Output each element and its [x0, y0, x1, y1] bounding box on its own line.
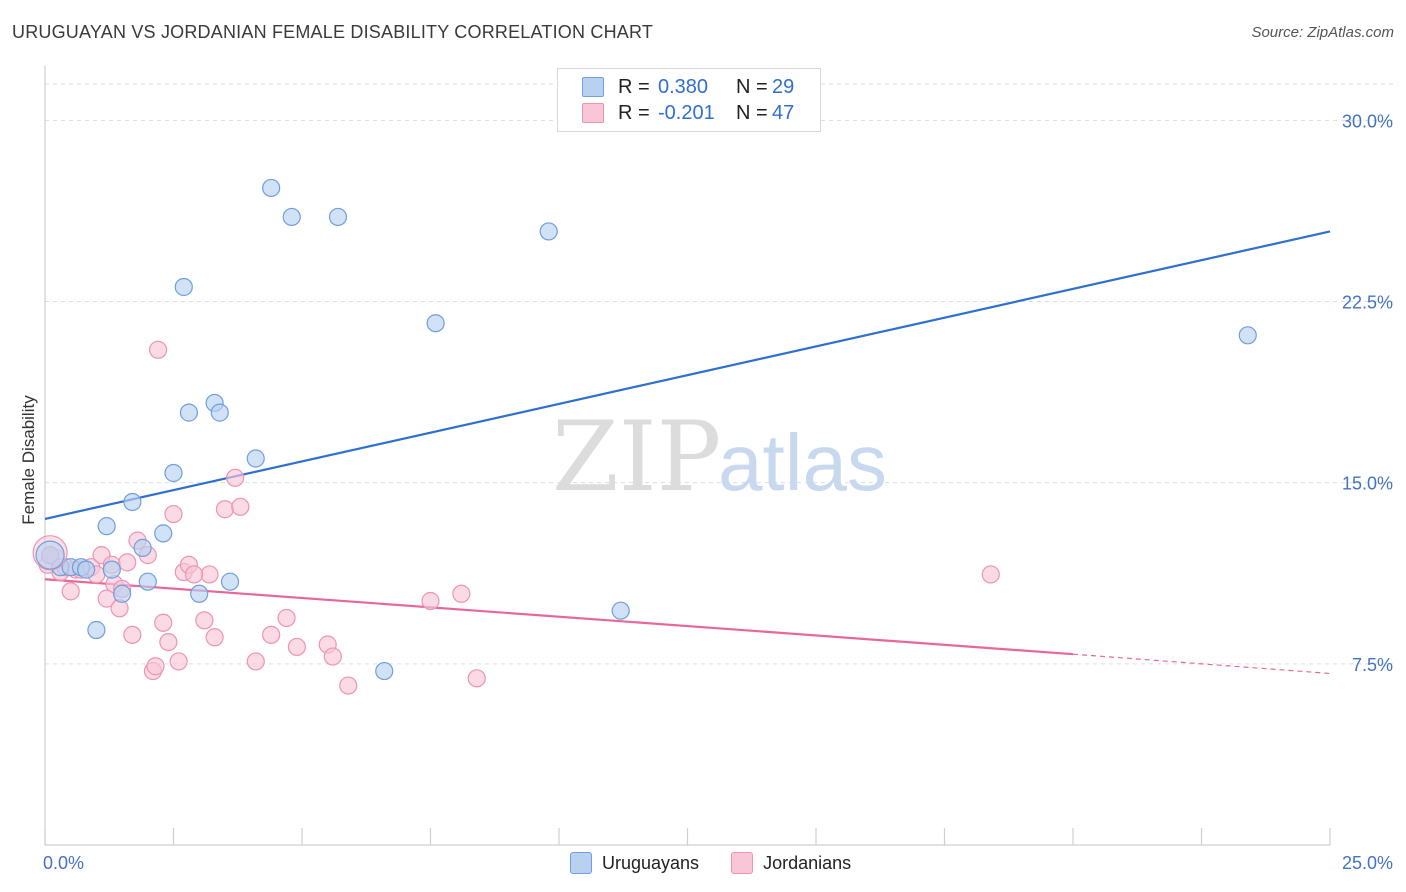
point-jordanians: [123, 625, 142, 644]
legend-row-uruguayans: R = 0.380 N = 29: [582, 75, 794, 99]
legend-r-value: 0.380: [658, 75, 709, 98]
legend-label-uruguayans: Uruguayans: [602, 852, 700, 873]
trend-line-jordanians: [44, 578, 1074, 656]
x-tick-label: 25.0%: [1342, 853, 1393, 873]
point-jordanians: [205, 628, 224, 647]
point-uruguayans: [97, 517, 116, 536]
point-jordanians: [323, 647, 342, 666]
point-jordanians: [452, 584, 471, 603]
legend-swatch-blue: [582, 77, 604, 97]
point-uruguayans: [102, 560, 121, 579]
point-jordanians: [148, 340, 168, 359]
point-jordanians: [262, 625, 281, 644]
point-jordanians: [154, 613, 173, 632]
point-uruguayans: [328, 207, 348, 227]
point-uruguayans: [1238, 326, 1257, 345]
x-tick-labels: 0.0% 25.0%: [43, 853, 1393, 873]
y-tick-label: 7.5%: [1352, 655, 1393, 675]
point-jordanians: [164, 504, 183, 524]
point-jordanians: [61, 582, 80, 601]
point-jordanians: [421, 591, 440, 611]
series-legend: Uruguayans Jordanians: [570, 852, 883, 874]
point-uruguayans: [539, 222, 558, 241]
point-jordanians: [277, 608, 296, 628]
trend-lines: [44, 230, 1331, 675]
point-uruguayans: [611, 601, 630, 620]
point-jordanians: [467, 669, 486, 688]
legend-item-jordanians: Jordanians: [731, 852, 851, 874]
point-jordanians: [287, 637, 306, 657]
point-uruguayans: [138, 572, 157, 591]
legend-swatch-pink: [731, 852, 754, 874]
y-tick-label: 30.0%: [1342, 111, 1393, 131]
source-label: Source: ZipAtlas.com: [1251, 24, 1394, 41]
point-uruguayans: [282, 207, 301, 227]
stats-legend: R = 0.380 N = 29 R = -0.201 N = 47: [557, 68, 821, 132]
point-uruguayans: [77, 560, 96, 579]
legend-row-jordanians: R = -0.201 N = 47: [582, 101, 794, 125]
point-uruguayans: [246, 449, 265, 468]
y-tick-label: 15.0%: [1342, 474, 1393, 494]
point-cluster-uruguayans: [35, 540, 65, 570]
point-uruguayans: [190, 584, 209, 603]
point-jordanians: [200, 565, 219, 584]
point-uruguayans: [123, 492, 142, 512]
point-uruguayans: [426, 314, 445, 333]
grid-lines: [45, 83, 1394, 665]
point-uruguayans: [375, 661, 394, 681]
point-jordanians: [159, 632, 178, 652]
trend-line-uruguayans: [44, 230, 1331, 520]
point-uruguayans: [112, 584, 132, 603]
point-uruguayans: [87, 620, 106, 640]
legend-r-label: R =: [618, 75, 650, 98]
point-jordanians: [118, 553, 137, 572]
point-jordanians: [169, 652, 188, 671]
point-uruguayans: [133, 538, 152, 557]
legend-label-jordanians: Jordanians: [763, 852, 852, 873]
point-uruguayans: [262, 178, 281, 198]
legend-n-label: N =: [736, 101, 768, 124]
legend-swatch-pink: [582, 103, 604, 123]
trend-line-jordanians-extrapolated: [1072, 653, 1331, 675]
legend-r-label: R =: [618, 101, 650, 124]
point-jordanians: [146, 657, 165, 676]
point-uruguayans: [154, 524, 173, 543]
point-uruguayans: [210, 403, 229, 422]
y-tick-labels: 7.5% 15.0% 22.5% 30.0%: [1342, 111, 1393, 675]
x-tick-label: 0.0%: [43, 853, 84, 873]
legend-item-uruguayans: Uruguayans: [570, 852, 699, 874]
point-uruguayans: [174, 277, 193, 297]
point-jordanians: [195, 611, 214, 630]
point-uruguayans: [220, 572, 240, 591]
watermark-atlas: atlas: [718, 418, 887, 507]
legend-n-label: N =: [736, 75, 768, 98]
legend-n-value: 47: [772, 101, 795, 124]
point-jordanians: [981, 565, 1000, 584]
point-uruguayans: [164, 463, 183, 483]
axes: [44, 66, 1331, 846]
point-uruguayans: [179, 403, 199, 422]
legend-swatch-blue: [570, 852, 592, 874]
point-jordanians: [215, 500, 234, 519]
legend-r-value: -0.201: [658, 101, 715, 124]
watermark: ZIP atlas: [552, 401, 887, 513]
point-jordanians: [339, 676, 358, 695]
point-jordanians: [231, 497, 250, 516]
watermark-zip: ZIP: [552, 401, 721, 513]
y-tick-label: 22.5%: [1342, 292, 1393, 312]
point-jordanians: [226, 468, 245, 487]
data-points: [32, 178, 1257, 695]
chart-title: URUGUAYAN VS JORDANIAN FEMALE DISABILITY…: [12, 22, 654, 42]
legend-n-value: 29: [772, 75, 795, 98]
point-jordanians: [246, 652, 265, 671]
point-jordanians: [184, 565, 204, 584]
y-axis-label: Female Disability: [19, 395, 38, 525]
